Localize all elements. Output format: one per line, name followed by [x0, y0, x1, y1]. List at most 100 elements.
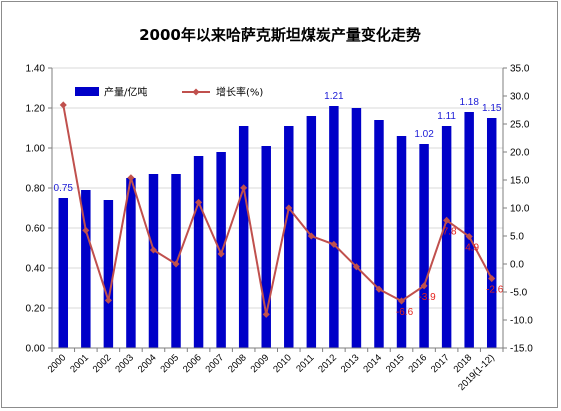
right-tick-label: 20.0	[510, 148, 530, 159]
x-tick-label: 2002	[91, 352, 114, 375]
bar	[193, 156, 204, 348]
bar	[238, 126, 249, 348]
line-series	[59, 101, 496, 318]
left-tick-label: 0.40	[26, 264, 46, 275]
line-point	[82, 226, 90, 234]
left-tick-label: 1.00	[26, 144, 46, 155]
x-axis-ticks: 2000 2001 2002 2003 2004 2005 2006 2007 2008 2009…	[46, 348, 504, 393]
line-point	[488, 275, 496, 283]
line-data-labels: -6.6 -3.9 7.8 4.9 -2.6	[396, 226, 504, 318]
line-point	[104, 296, 112, 304]
line-point	[397, 297, 406, 305]
left-tick-label: 0.80	[26, 184, 46, 195]
x-tick-label: 2014	[361, 352, 384, 375]
bar	[81, 190, 91, 348]
bar	[419, 144, 429, 348]
line-data-label: 7.8	[443, 226, 457, 237]
x-tick-label: 2008	[226, 352, 249, 375]
legend-label-bar: 产量/亿吨	[104, 86, 147, 99]
bar	[148, 174, 159, 348]
x-tick-label: 2011	[294, 352, 316, 374]
bar-data-label: 1.21	[324, 91, 344, 102]
line-data-label: -6.6	[396, 307, 414, 318]
right-tick-label: 30.0	[510, 92, 530, 103]
line-point	[149, 246, 158, 254]
bar-data-label: 0.75	[54, 183, 74, 194]
right-tick-label: 15.0	[510, 176, 530, 187]
bar	[126, 178, 136, 348]
line-point	[59, 101, 67, 109]
bar	[216, 152, 226, 348]
x-tick-label: 2007	[204, 352, 227, 375]
line-point	[262, 310, 270, 318]
right-tick-label: -15.0	[510, 344, 533, 355]
bar	[351, 108, 362, 348]
right-tick-label: 25.0	[510, 120, 530, 131]
bar-data-label: 1.11	[437, 111, 456, 122]
bar-series	[58, 106, 497, 348]
line-data-label: -2.6	[486, 285, 504, 296]
bar	[374, 120, 384, 348]
x-tick-label: 2003	[113, 352, 136, 375]
bar	[441, 126, 452, 348]
right-axis-ticks: -15.0 -10.0 -5.0 0.0 5.0 10.0 15.0 20.0 25.0 30.0…	[503, 64, 533, 355]
bar	[261, 146, 271, 348]
line-point	[217, 250, 225, 258]
left-tick-label: 0.20	[26, 304, 46, 315]
bar-data-label: 1.02	[414, 129, 434, 140]
growth-line	[62, 104, 493, 315]
line-point	[307, 232, 315, 240]
left-tick-label: 0.00	[26, 344, 46, 355]
line-point	[240, 184, 248, 192]
legend: 产量/亿吨 增长率(%)	[75, 86, 263, 99]
bar	[464, 112, 474, 348]
left-axis-ticks: 0.00 0.20 0.40 0.60 0.80 1.00 1.20 1.40	[26, 64, 52, 355]
bar	[329, 106, 339, 348]
x-tick-label: 2010	[271, 352, 294, 375]
legend-swatch-marker	[192, 88, 200, 96]
bar	[486, 118, 497, 348]
line-point	[420, 282, 428, 290]
right-tick-label: 10.0	[510, 204, 530, 215]
line-point	[375, 285, 383, 293]
line-point	[195, 198, 203, 206]
x-tick-label: 2015	[384, 352, 407, 375]
line-point	[172, 260, 180, 268]
line-point	[285, 204, 293, 212]
x-tick-label: 2005	[158, 352, 181, 375]
x-tick-label: 2006	[181, 352, 204, 375]
legend-swatch-bar	[75, 87, 99, 96]
right-tick-label: 5.0	[510, 232, 524, 243]
bar-data-labels: 0.75 1.21 1.021.111.181.15	[54, 91, 502, 194]
x-tick-label: 2009	[249, 352, 272, 375]
bar	[58, 198, 69, 348]
right-tick-label: 35.0	[510, 64, 530, 75]
right-tick-label: -10.0	[510, 316, 533, 327]
line-point	[127, 174, 135, 182]
right-tick-label: 0.0	[510, 260, 524, 271]
x-tick-label: 2000	[46, 352, 69, 375]
line-data-label: 4.9	[465, 243, 479, 254]
line-point	[465, 233, 473, 241]
x-tick-label: 2016	[406, 352, 429, 375]
bar	[396, 136, 407, 348]
left-tick-label: 1.20	[26, 104, 46, 115]
bar-data-label: 1.18	[459, 97, 479, 108]
grid-lines	[52, 67, 503, 349]
x-tick-label: 2001	[68, 352, 91, 375]
left-tick-label: 0.60	[26, 224, 46, 235]
line-data-label: -3.9	[418, 292, 436, 303]
bar	[103, 200, 114, 348]
left-tick-label: 1.40	[26, 64, 46, 75]
chart-title: 2000年以来哈萨克斯坦煤炭产量变化走势	[139, 26, 421, 44]
line-point	[330, 240, 338, 248]
line-point	[352, 263, 360, 271]
line-point	[443, 216, 451, 224]
axes	[51, 68, 504, 349]
bar-data-label: 1.15	[482, 103, 502, 114]
legend-label-line: 增长率(%)	[216, 86, 263, 99]
x-tick-label: 2013	[339, 352, 362, 375]
bar	[284, 126, 294, 348]
bar	[306, 116, 317, 348]
